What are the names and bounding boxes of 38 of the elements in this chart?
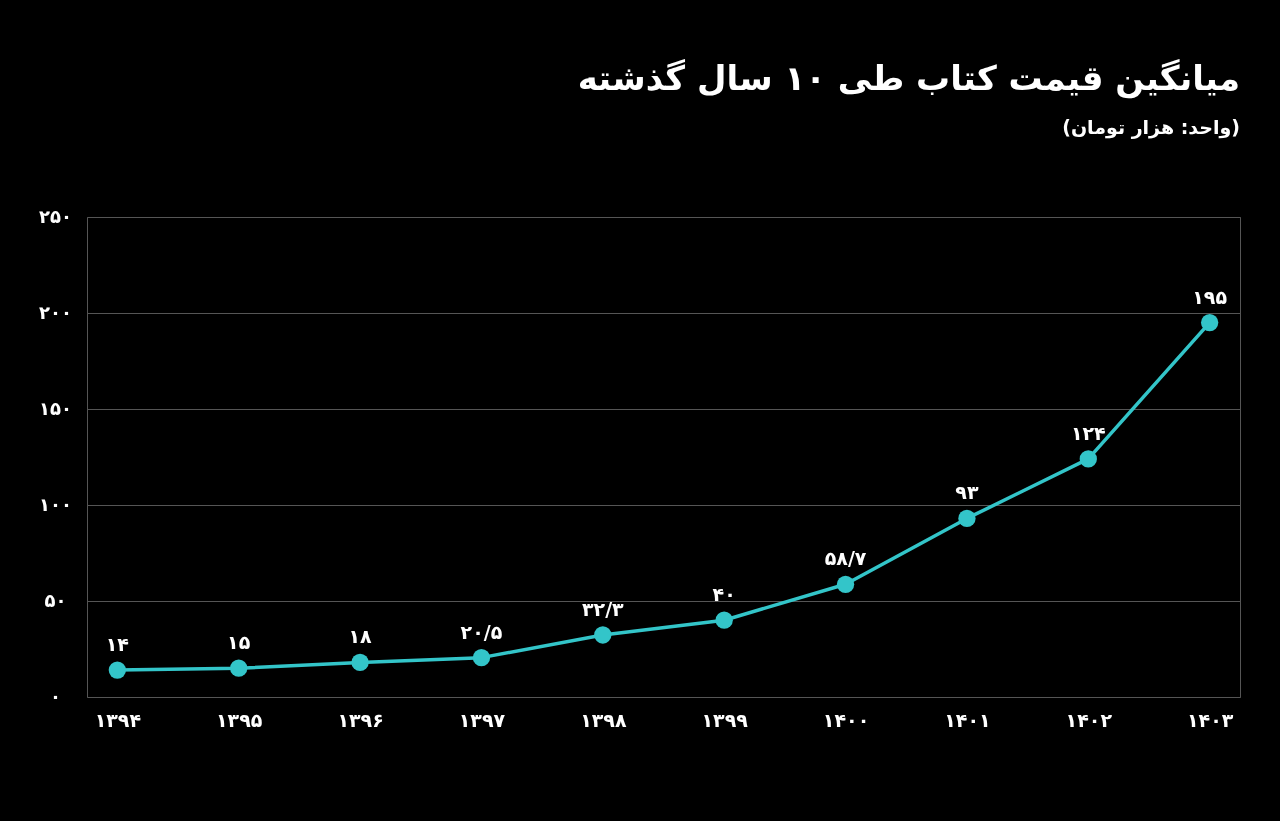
- point: [958, 509, 976, 528]
- point: [472, 649, 491, 667]
- point: [230, 659, 248, 677]
- x-tick-label: ۱۴۰۳: [1186, 708, 1234, 731]
- data-label: ۴۰: [712, 583, 736, 606]
- y-tick-label: ۱۵۰: [39, 397, 72, 419]
- x-tick-label: ۱۳۹۸: [580, 708, 627, 731]
- x-tick-label: ۱۳۹۹: [701, 708, 749, 731]
- data-label: ۲۰/۵: [460, 620, 503, 643]
- data-label: ۵۸/۷: [824, 547, 867, 570]
- point: [1201, 313, 1219, 332]
- data-label: ۱۹۵: [1192, 285, 1228, 308]
- x-tick-label: ۱۳۹۷: [458, 708, 506, 731]
- point: [351, 653, 369, 672]
- data-label: ۱۴: [105, 633, 129, 656]
- y-tick-label: ۲۵۰: [39, 205, 72, 227]
- point: [108, 661, 126, 679]
- chart-subtitle: (واحد: هزار تومان): [1062, 116, 1240, 139]
- x-tick-label: ۱۴۰۱: [944, 708, 991, 731]
- y-tick-label: ۲۰۰: [39, 301, 72, 323]
- data-label: ۱۸: [348, 625, 373, 648]
- chart-title: میانگین قیمت کتاب طی ۱۰ سال گذشته: [577, 58, 1240, 99]
- x-tick-label: ۱۳۹۵: [216, 708, 263, 731]
- data-label: ۱۵: [227, 631, 251, 654]
- x-tick-label: ۱۴۰۰: [822, 708, 870, 731]
- data-label: ۹۳: [955, 481, 979, 504]
- data-label: ۱۲۴: [1070, 421, 1106, 444]
- point: [594, 626, 612, 644]
- x-tick-label: ۱۴۰۲: [1065, 708, 1113, 731]
- data-label: ۳۲/۳: [581, 597, 625, 620]
- y-tick-label: ۵۰: [44, 589, 67, 611]
- x-tick-label: ۱۳۹۴: [94, 708, 142, 731]
- point: [715, 611, 733, 629]
- point: [1079, 450, 1097, 468]
- y-tick-label: ۱۰۰: [39, 493, 72, 515]
- y-tick-label: ۰: [50, 685, 61, 707]
- point: [836, 575, 855, 593]
- x-tick-label: ۱۳۹۶: [337, 708, 384, 731]
